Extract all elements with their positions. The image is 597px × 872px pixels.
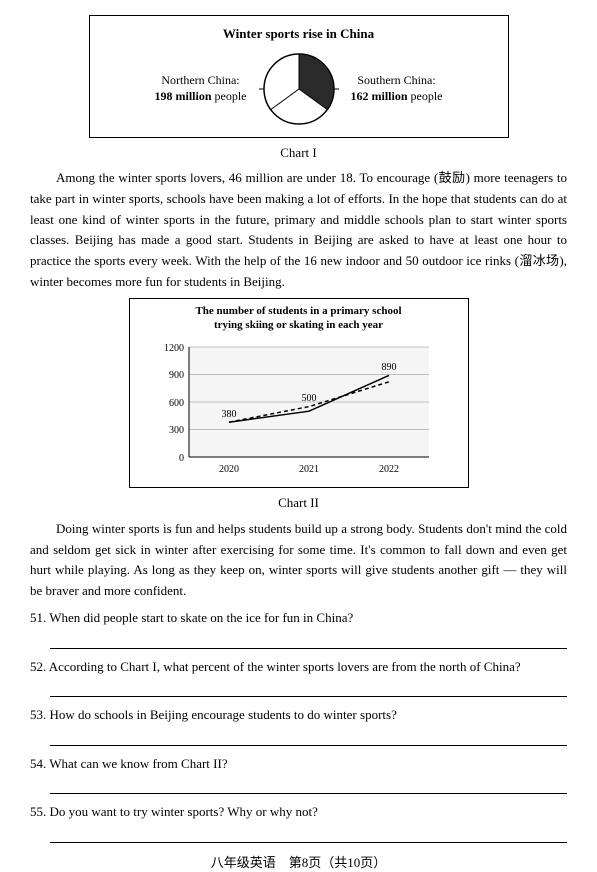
chart2-title: The number of students in a primary scho…	[140, 304, 458, 333]
northern-region: Northern China:	[161, 73, 239, 87]
line-chart: 0 300 600 900 1200 2020 2021 2022 380 50…	[149, 337, 449, 477]
ytick-600: 600	[169, 398, 184, 409]
val-380: 380	[221, 409, 236, 420]
question-52: 52. According to Chart I, what percent o…	[30, 657, 567, 677]
chart1-southern-label: Southern China: 162 million people	[351, 73, 443, 104]
chart2-title-line1: The number of students in a primary scho…	[195, 305, 401, 317]
answer-line-53[interactable]	[50, 728, 567, 746]
pie-chart	[259, 49, 339, 129]
chart1-title: Winter sports rise in China	[100, 24, 498, 44]
chart1-content: Northern China: 198 million people South…	[100, 49, 498, 129]
chart2-title-line2: trying skiing or skating in each year	[214, 319, 383, 331]
val-890: 890	[381, 362, 396, 373]
answer-line-54[interactable]	[50, 776, 567, 794]
southern-unit: people	[411, 89, 443, 103]
question-55: 55. Do you want to try winter sports? Wh…	[30, 802, 567, 822]
northern-unit: people	[215, 89, 247, 103]
paragraph-1: Among the winter sports lovers, 46 milli…	[30, 168, 567, 293]
answer-line-55[interactable]	[50, 825, 567, 843]
chart2-caption: Chart II	[30, 493, 567, 513]
ytick-300: 300	[169, 425, 184, 436]
answer-line-51[interactable]	[50, 631, 567, 649]
questions: 51. When did people start to skate on th…	[30, 608, 567, 843]
northern-value: 198 million	[154, 89, 211, 103]
chart1-box: Winter sports rise in China Northern Chi…	[89, 15, 509, 138]
question-51: 51. When did people start to skate on th…	[30, 608, 567, 628]
chart1-northern-label: Northern China: 198 million people	[154, 73, 246, 104]
xtick-2020: 2020	[219, 464, 239, 475]
xtick-2022: 2022	[379, 464, 399, 475]
answer-line-52[interactable]	[50, 679, 567, 697]
ytick-1200: 1200	[164, 343, 184, 354]
chart1-caption: Chart I	[30, 143, 567, 163]
val-500: 500	[301, 393, 316, 404]
question-54: 54. What can we know from Chart II?	[30, 754, 567, 774]
ytick-0: 0	[179, 453, 184, 464]
question-53: 53. How do schools in Beijing encourage …	[30, 705, 567, 725]
chart2-box: The number of students in a primary scho…	[129, 298, 469, 489]
southern-region: Southern China:	[357, 73, 435, 87]
southern-value: 162 million	[351, 89, 408, 103]
page-footer: 八年级英语 第8页（共10页）	[30, 853, 567, 872]
paragraph-2: Doing winter sports is fun and helps stu…	[30, 519, 567, 602]
ytick-900: 900	[169, 370, 184, 381]
xtick-2021: 2021	[299, 464, 319, 475]
